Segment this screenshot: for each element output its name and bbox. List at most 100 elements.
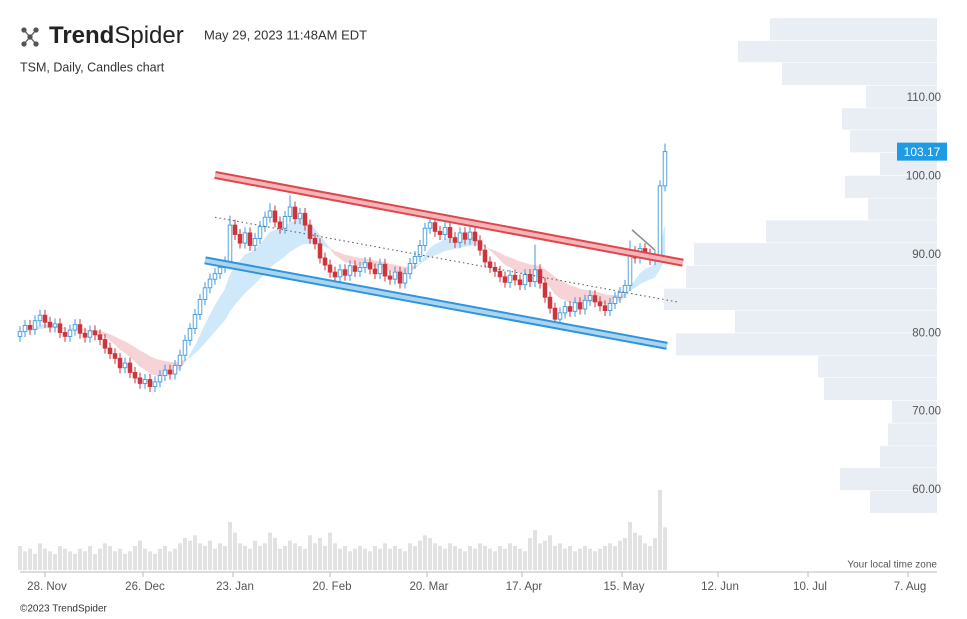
volume-bar [218, 543, 222, 570]
volume-bar [188, 540, 192, 570]
volume-bar [273, 538, 277, 570]
channel-line-inner [214, 172, 684, 265]
volume-bar [343, 546, 347, 570]
candle-body [607, 303, 613, 311]
ema-cloud [504, 255, 511, 268]
candle-body [392, 271, 398, 280]
ema-cloud [134, 347, 141, 368]
volume-bar [433, 543, 437, 570]
candle-body [317, 243, 323, 259]
candle-body [282, 216, 288, 229]
volume-bar [393, 546, 397, 570]
candle-body [622, 284, 628, 293]
subtitle: TSM, Daily, Candles chart [20, 60, 165, 74]
volume-bar [473, 548, 477, 570]
candle-body [447, 226, 453, 239]
candle-body [187, 328, 193, 341]
volume-bar [438, 546, 442, 570]
ema-cloud [569, 285, 576, 303]
volume-bar [108, 546, 112, 570]
ema-cloud [554, 276, 561, 299]
ema-cloud [644, 266, 651, 282]
candle-body [202, 287, 208, 301]
candle-body [497, 270, 503, 278]
candle-body [517, 279, 523, 286]
logo-icon [21, 27, 39, 47]
ema-cloud [344, 254, 351, 264]
volume-bar [138, 540, 142, 570]
candle-body [357, 266, 363, 272]
candle-body [382, 263, 388, 277]
candle-body [387, 275, 393, 280]
volume-bar [573, 551, 577, 570]
x-tick-label: 26. Dec [125, 581, 165, 593]
candle-body [332, 271, 338, 278]
candle-body [302, 212, 308, 226]
volume-bar [568, 546, 572, 570]
volume-bar [143, 548, 147, 570]
logo: TrendSpider [21, 22, 184, 49]
candle-body [267, 210, 273, 218]
volume-bar [223, 546, 227, 570]
candle-body [207, 278, 213, 289]
volume-bar [68, 551, 72, 570]
volume-bar [503, 548, 507, 570]
volume-bar [178, 543, 182, 570]
volume-bar [578, 548, 582, 570]
volume-profile-bar [676, 333, 937, 356]
candle-body [312, 237, 318, 245]
ema-cloud [389, 263, 396, 272]
candle-body [562, 306, 568, 314]
copyright: ©2023 TrendSpider [20, 604, 108, 615]
candle-body [217, 266, 223, 275]
volume-bar [528, 538, 532, 570]
volume-profile-bar [888, 423, 937, 446]
ema-cloud [264, 231, 271, 274]
x-tick-label: 7. Aug [894, 581, 927, 593]
candle-body [197, 299, 203, 315]
volume-bar [653, 538, 657, 570]
ema-cloud [149, 356, 156, 376]
volume-bar [103, 543, 107, 570]
volume-bar [538, 543, 542, 570]
candle-body [87, 330, 93, 338]
volume-bar [128, 551, 132, 570]
volume-profile-bar [782, 62, 937, 85]
y-tick-label: 110.00 [907, 92, 941, 104]
volume-bar [278, 548, 282, 570]
volume-bar [98, 548, 102, 570]
price-label: 103.17 [904, 145, 941, 159]
candle-body [522, 274, 528, 286]
candle-body [612, 296, 618, 304]
candle-body [192, 313, 198, 330]
candle-body [617, 292, 623, 298]
volume-bar [238, 543, 242, 570]
candle-body [327, 264, 333, 273]
volume-bar [373, 546, 377, 570]
candle-body [77, 324, 83, 334]
candle-body [72, 324, 78, 331]
candle-body [272, 210, 278, 223]
y-tick-label: 80.00 [912, 327, 941, 339]
candle-body [17, 331, 23, 337]
candle-body [22, 324, 28, 333]
volume-bar [213, 548, 217, 570]
volume-bar [523, 551, 527, 570]
candle-body [37, 314, 43, 322]
volume-bar [53, 554, 57, 570]
candle-body [507, 274, 513, 283]
ema-cloud [499, 252, 506, 266]
volume-profile-bar [870, 490, 937, 513]
candle-body [427, 222, 433, 229]
candle-body [117, 357, 123, 369]
x-tick-label: 17. Apr [506, 581, 543, 593]
ema-cloud [574, 286, 581, 305]
logo-light: Spider [114, 22, 183, 49]
candle-body [602, 305, 608, 311]
candle-body [467, 231, 473, 240]
volume-bar [493, 551, 497, 570]
candle-body [147, 379, 153, 388]
volume-bar [428, 538, 432, 570]
ema-cloud [224, 274, 231, 321]
volume-bar [633, 532, 637, 570]
